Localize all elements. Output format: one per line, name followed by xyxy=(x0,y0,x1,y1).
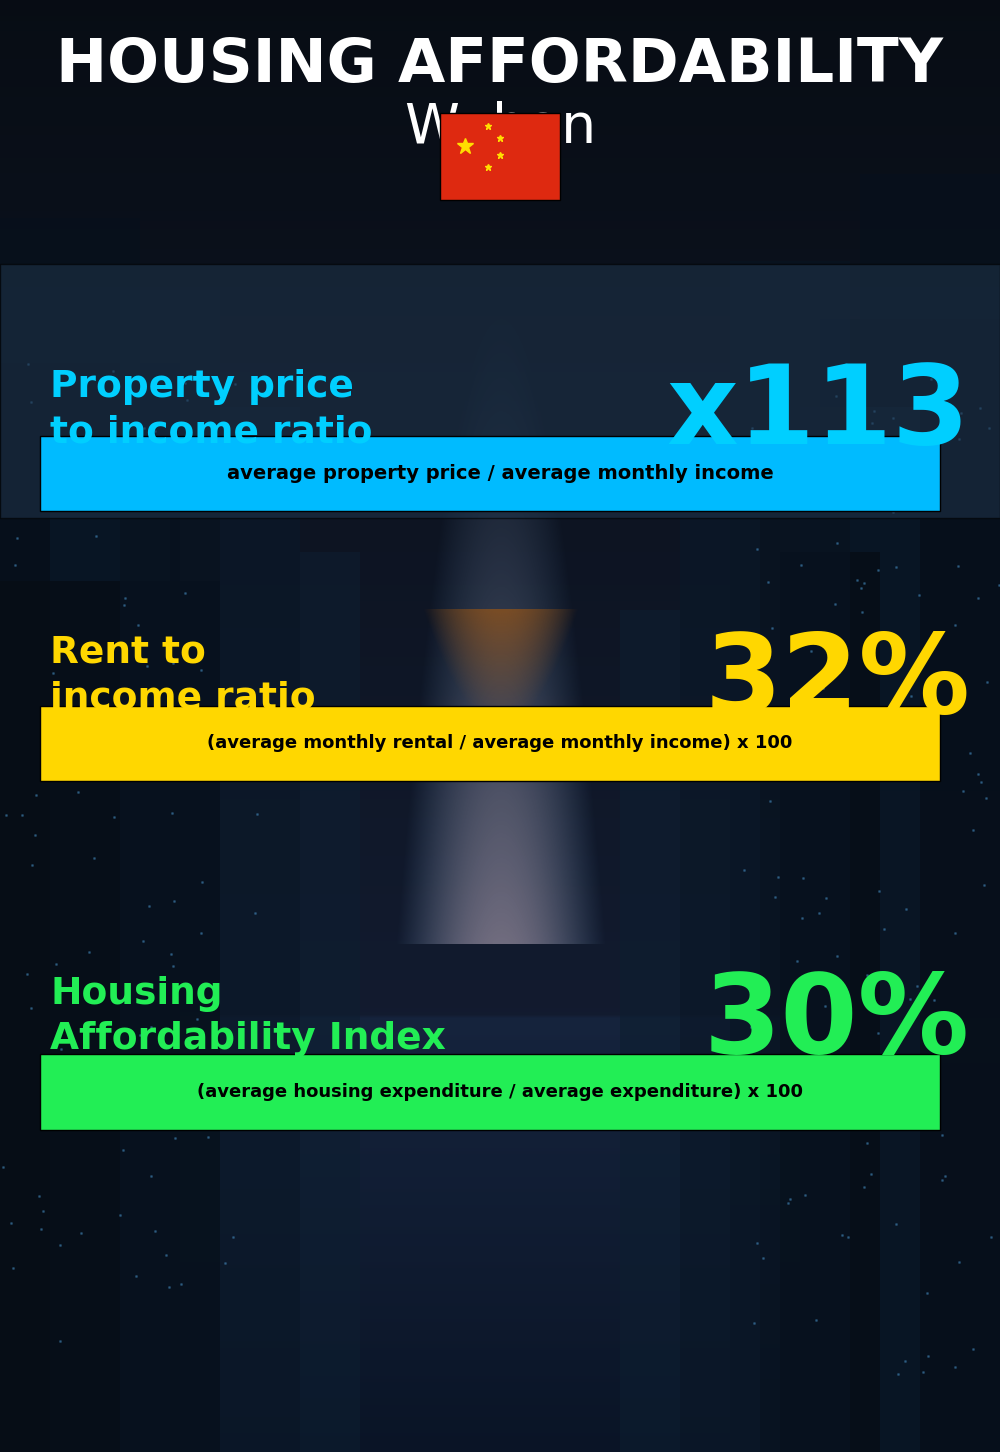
Text: Wuhan: Wuhan xyxy=(404,100,596,155)
Bar xyxy=(120,290,220,1452)
Bar xyxy=(820,319,1000,1452)
FancyBboxPatch shape xyxy=(40,436,940,511)
Bar xyxy=(0,581,220,1452)
FancyBboxPatch shape xyxy=(0,264,1000,518)
Text: 32%: 32% xyxy=(704,629,970,736)
Bar xyxy=(50,436,170,1452)
Bar xyxy=(860,174,1000,1452)
Bar xyxy=(0,218,140,1452)
Bar xyxy=(730,261,850,1452)
Text: HOUSING AFFORDABILITY: HOUSING AFFORDABILITY xyxy=(56,36,944,94)
Bar xyxy=(0,363,180,1452)
Text: Property price
to income ratio: Property price to income ratio xyxy=(50,369,372,450)
Text: 30%: 30% xyxy=(704,968,970,1076)
Bar xyxy=(680,465,760,1452)
Bar xyxy=(620,610,680,1452)
FancyBboxPatch shape xyxy=(40,1054,940,1130)
Text: Rent to
income ratio: Rent to income ratio xyxy=(50,635,316,716)
Bar xyxy=(300,552,360,1452)
Bar xyxy=(800,407,920,1452)
FancyBboxPatch shape xyxy=(40,706,940,781)
Text: (average monthly rental / average monthly income) x 100: (average monthly rental / average monthl… xyxy=(207,735,793,752)
Bar xyxy=(220,407,300,1452)
Text: average property price / average monthly income: average property price / average monthly… xyxy=(227,463,773,484)
Text: (average housing expenditure / average expenditure) x 100: (average housing expenditure / average e… xyxy=(197,1083,803,1101)
FancyBboxPatch shape xyxy=(440,113,560,200)
Text: x113: x113 xyxy=(667,360,970,468)
Bar xyxy=(780,552,880,1452)
Text: Housing
Affordability Index: Housing Affordability Index xyxy=(50,976,446,1057)
